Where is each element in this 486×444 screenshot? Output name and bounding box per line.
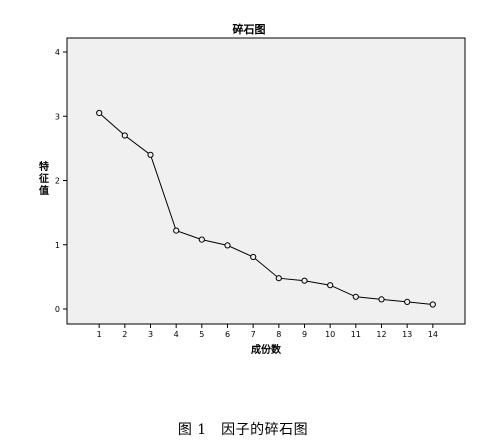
x-tick-label: 6 [225,330,230,339]
x-axis-label: 成份数 [251,343,282,356]
data-point [378,296,385,303]
data-point [404,298,411,305]
data-point [96,109,103,117]
series-line [98,112,433,305]
x-tick-label: 7 [251,330,256,339]
chart-title: 碎石图 [233,22,266,36]
x-tick-label: 1 [97,330,102,339]
data-point [147,151,154,158]
y-tick-label: 4 [55,48,60,57]
x-axis-ticks: 1 2 3 4 5 6 7 8 9 10 11 12 13 14 [97,324,438,339]
x-tick-label: 14 [428,330,438,339]
data-point [327,282,334,289]
x-tick-label: 13 [402,330,412,339]
x-tick-label: 4 [174,330,179,339]
data-point [429,301,436,308]
x-tick-label: 12 [376,330,386,339]
data-point [250,253,257,261]
x-tick-label: 11 [351,330,361,339]
data-point [224,242,231,249]
x-tick-label: 10 [325,330,335,339]
x-tick-label: 8 [276,330,281,339]
data-point [198,236,205,243]
data-point [121,132,128,139]
y-axis-ticks: 0 1 2 3 4 [55,48,67,314]
figure-caption: 图 1 因子的碎石图 [177,422,309,438]
y-tick-label: 1 [55,241,60,250]
x-tick-label: 9 [302,330,307,339]
x-tick-label: 3 [148,330,153,339]
x-tick-label: 2 [122,330,127,339]
x-tick-label: 5 [199,330,204,339]
y-tick-label: 2 [55,177,60,186]
y-tick-label: 0 [55,305,60,314]
y-tick-label: 3 [55,112,60,121]
data-point [173,227,180,234]
series-eigenvalues [96,109,436,308]
data-point [275,275,282,282]
data-point [352,293,359,300]
plot-area [66,37,466,325]
y-axis-label: 特征值 [39,160,49,197]
data-point [301,277,308,284]
y-axis-label-text: 特征值 [39,160,49,197]
